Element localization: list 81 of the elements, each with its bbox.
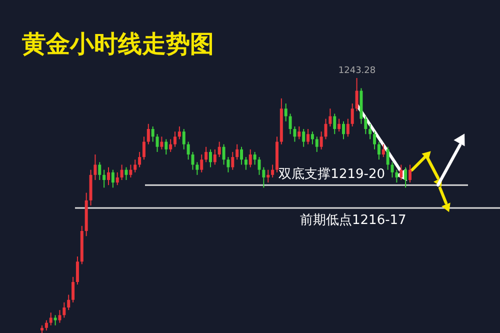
candlestick <box>364 116 368 135</box>
candlestick <box>288 113 292 135</box>
candlestick <box>76 256 79 286</box>
candlestick <box>174 131 177 148</box>
candlestick <box>302 128 306 148</box>
candlestick <box>208 148 212 168</box>
candlestick <box>178 126 181 140</box>
candlestick <box>350 103 354 127</box>
candlestick <box>169 138 172 152</box>
candlestick <box>213 148 216 166</box>
candlestick <box>129 164 132 178</box>
candlestick <box>204 146 208 163</box>
candlestick <box>120 164 124 180</box>
candlestick <box>315 136 318 152</box>
candlestick <box>146 123 150 145</box>
candlestick <box>390 162 394 178</box>
candlestick <box>72 276 75 303</box>
candlestick <box>298 126 301 140</box>
candlestick <box>266 169 270 184</box>
candlestick <box>102 169 106 188</box>
candlestick <box>248 148 252 168</box>
candlestick <box>310 131 314 145</box>
candlestick <box>44 320 48 331</box>
candlestick <box>253 151 256 166</box>
candlestick <box>142 136 146 160</box>
candlestick <box>226 156 230 173</box>
candlestick <box>94 154 97 180</box>
candlestick <box>346 118 350 138</box>
candlestick <box>151 126 154 142</box>
candlestick <box>54 314 57 326</box>
candlestick <box>160 136 164 150</box>
candlestick <box>196 162 199 176</box>
candlestick <box>395 169 398 184</box>
candlestick <box>191 151 194 170</box>
candlestick <box>124 166 128 180</box>
candlestick <box>164 138 168 155</box>
candlestick <box>200 154 204 173</box>
candlestick <box>231 151 234 170</box>
candlestick <box>98 162 102 180</box>
candlestick <box>49 312 52 326</box>
candlestick <box>258 156 261 176</box>
candlestick <box>111 169 114 188</box>
candlestick <box>342 120 345 140</box>
candlestick <box>186 141 190 160</box>
candlestick <box>293 126 296 142</box>
candlestick <box>320 131 323 150</box>
annotation: 1243.28 <box>338 66 376 76</box>
chart-title: 黄金小时线走势图 <box>21 30 214 58</box>
candlestick <box>328 108 332 127</box>
candlestick <box>400 164 403 180</box>
candlestick <box>373 131 376 150</box>
candlestick <box>134 159 137 173</box>
ref-line-label: 前期低点1216-17 <box>300 213 406 228</box>
candlestick <box>386 146 390 170</box>
candlestick <box>67 294 70 311</box>
ref-line-label: 双底支撑1219-20 <box>278 167 385 182</box>
candlestick <box>240 146 244 166</box>
candlestick <box>408 164 412 184</box>
candlestick <box>236 144 239 160</box>
candlestick <box>324 118 328 140</box>
candlestick <box>271 164 274 178</box>
candlestick <box>284 103 288 122</box>
candlestick <box>62 302 66 318</box>
candlestick <box>262 166 266 188</box>
candlestick <box>306 128 310 145</box>
candlestick <box>218 141 221 158</box>
candlestick <box>156 134 159 152</box>
candlestick <box>333 113 336 135</box>
candlestick <box>222 144 226 166</box>
candlestick <box>355 78 358 112</box>
candlestick <box>338 118 341 132</box>
candlestick <box>244 156 248 170</box>
candlestick <box>58 310 62 324</box>
candlestick <box>138 151 142 168</box>
candlestick <box>368 123 372 140</box>
candlestick <box>116 172 119 186</box>
candlestick <box>107 166 110 186</box>
candlestick <box>404 166 408 188</box>
candlestick <box>382 144 385 158</box>
candlestick <box>182 128 186 150</box>
candlestick <box>377 141 380 160</box>
